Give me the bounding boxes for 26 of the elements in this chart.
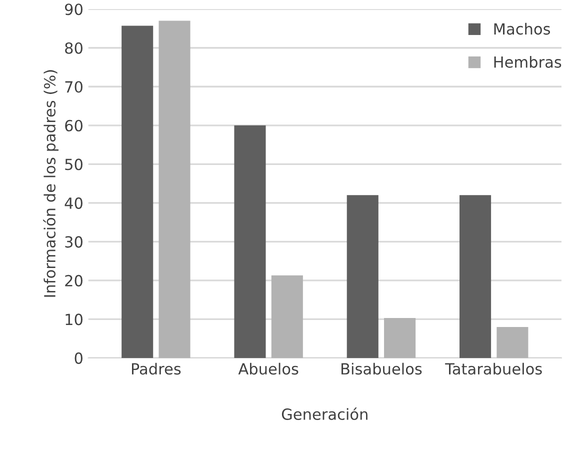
y-tick-label: 30 [65,236,82,248]
y-tick-label: 0 [74,352,82,364]
y-tick-label: 50 [65,158,82,170]
y-tick-label: 20 [65,274,82,286]
bar [234,125,266,358]
x-axis-title: Generación [282,408,368,420]
legend-label: Machos [494,22,550,35]
x-tick-label: Bisabuelos [342,362,422,375]
y-tick-label: 60 [65,120,82,132]
y-tick-label: 80 [65,42,82,54]
y-axis-title: Información de los padres (%) [43,70,58,297]
bar [496,326,528,358]
y-tick-label: 40 [64,197,82,209]
bar [346,195,378,358]
y-tick-label: 90 [65,4,82,16]
y-tick-label: 70 [65,81,82,93]
y-tick-label: 10 [66,314,82,326]
bar [384,318,416,358]
bar [122,26,154,358]
bar [271,275,303,358]
bar [460,195,492,358]
x-tick-label: Padres [132,362,181,375]
legend-label: Hembras [494,56,562,68]
x-tick-label: Abuelos [238,362,298,375]
bar [158,20,190,358]
x-tick-label: Tatarabuelos [445,362,542,375]
